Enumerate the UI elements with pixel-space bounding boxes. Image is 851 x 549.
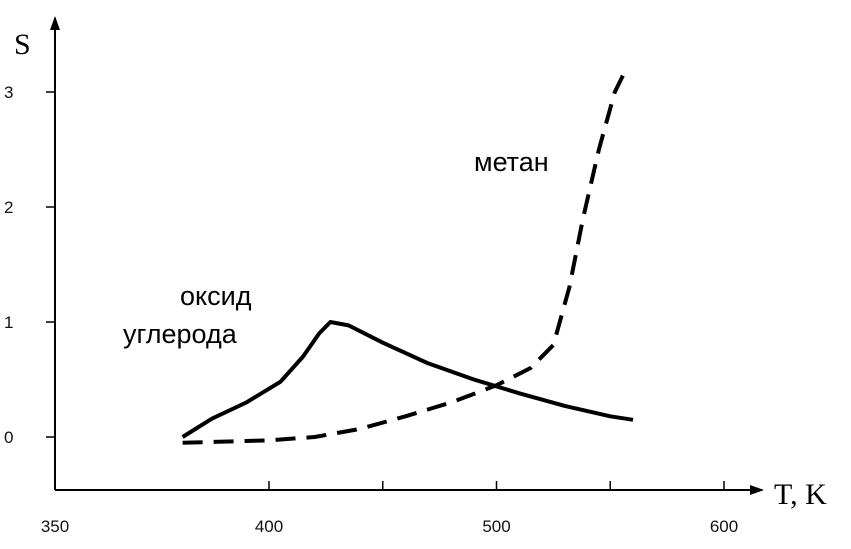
series-line-methane [182,68,628,445]
y-tick-label: 2 [4,198,13,217]
y-tick-label: 1 [4,313,13,332]
y-axis-title: S [14,28,31,61]
y-tick-label: 0 [4,428,13,447]
labels: S T, K метан оксид углерода [14,28,827,511]
series-layer [181,68,634,445]
annotation-oxide: оксид [180,281,252,311]
ticks: 0 1 2 3 350 400 500 600 [4,83,738,536]
series-line-carbon-oxide [181,320,634,439]
x-axis-title: T, K [774,478,827,511]
x-tick-label: 350 [41,517,69,536]
x-tick-label: 400 [255,517,283,536]
y-tick-label: 3 [4,83,13,102]
annotation-metan: метан [474,147,549,177]
x-tick-label: 500 [482,517,510,536]
axes [50,16,764,495]
x-tick-label: 600 [710,517,738,536]
annotation-carbon: углерода [123,319,238,349]
